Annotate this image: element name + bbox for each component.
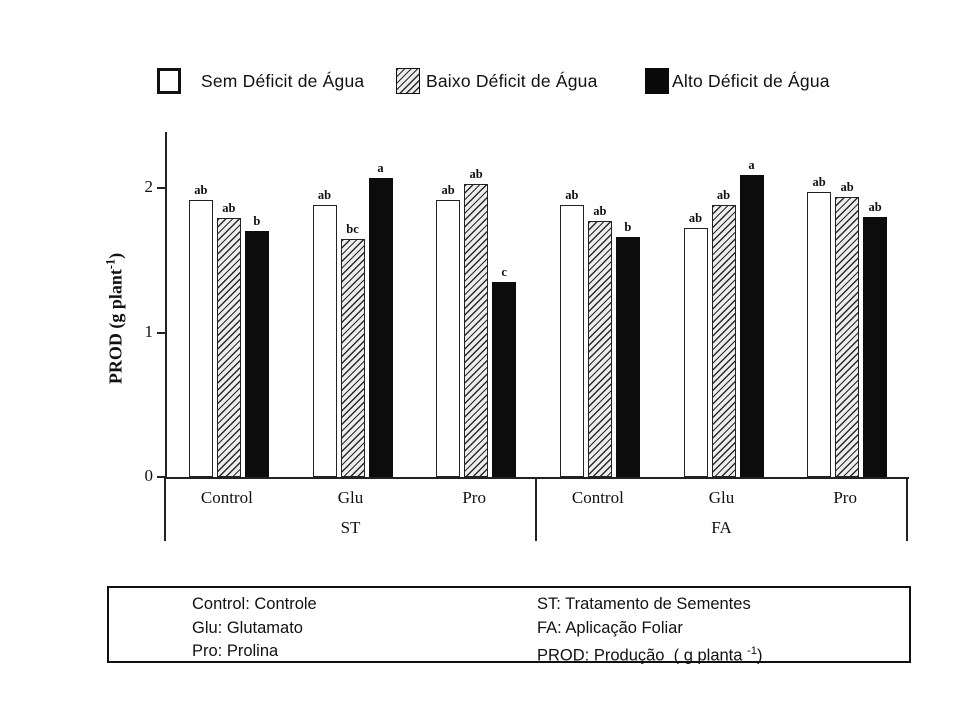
axis-divider [164, 477, 166, 541]
y-tick-label: 0 [144, 466, 154, 485]
bar-black: b [615, 220, 640, 477]
significance-letter: ab [469, 167, 483, 181]
significance-letter: b [253, 214, 261, 228]
bar-black: ab [863, 200, 888, 477]
footnote-prod-close: ) [757, 646, 763, 665]
significance-letter: ab [868, 200, 882, 214]
significance-letter: bc [346, 222, 359, 236]
category-label: Control [571, 488, 624, 507]
hatched-bar-swatch-icon [396, 68, 420, 94]
footnote-right-column: ST: Tratamento de Sementes FA: Aplicação… [537, 593, 763, 668]
bar-hatched: bc [340, 222, 365, 477]
y-axis-title-close: ) [105, 252, 126, 259]
footnote-line-glu: Glu: Glutamato [192, 618, 303, 637]
bar-hatched: ab [711, 188, 736, 477]
significance-letter: ab [222, 201, 236, 215]
category-label: Control [200, 488, 253, 507]
y-axis-title: PROD (g plant-1) [104, 234, 127, 404]
legend-label-high-deficit: Alto Déficit de Água [672, 70, 830, 91]
significance-letter: ab [812, 175, 826, 189]
x-axis-labels: ST Control Glu Pro FA Control Glu Pro [164, 477, 908, 543]
y-axis-title-superscript: -1 [103, 258, 118, 270]
bar-white: ab [436, 183, 461, 477]
footnote-left-column: Control: Controle Glu: Glutamato Pro: Pr… [192, 593, 317, 664]
significance-letter: ab [441, 183, 455, 197]
bar-hatched: ab [835, 180, 860, 477]
legend-label-low-deficit: Baixo Déficit de Água [426, 70, 598, 91]
bar-white: ab [188, 183, 213, 477]
white-bar-swatch-icon [157, 68, 181, 94]
significance-letter: ab [688, 211, 703, 225]
bar-black: a [739, 158, 764, 477]
footnote-line-prod: PROD: Produção ( g planta -1) [537, 640, 763, 668]
bar-black: a [368, 161, 393, 477]
plot-area: 0 1 2 ab ab b ab bc a ab ab c ab ab b ab ab a ab ab ab [145, 132, 909, 485]
bar-white: ab [312, 188, 337, 477]
black-bar-swatch-icon [645, 68, 669, 94]
footnote-prod-text: PROD: Produção ( g planta [537, 646, 748, 665]
bar-hatched: ab [587, 204, 612, 477]
panel-label: ST [340, 518, 361, 537]
y-tick-mark [157, 331, 165, 334]
bar-hatched: ab [216, 201, 241, 477]
significance-letter: c [501, 265, 507, 279]
legend-label-no-deficit: Sem Déficit de Água [201, 70, 365, 91]
bar-black: c [492, 265, 517, 477]
significance-letter: a [748, 158, 755, 172]
category-label: Glu [337, 488, 364, 507]
axis-divider [906, 477, 908, 541]
significance-letter: b [624, 220, 632, 234]
bar-white: ab [807, 175, 832, 477]
bar-white: ab [559, 188, 584, 477]
significance-letter: ab [593, 204, 607, 218]
y-tick-label: 1 [144, 321, 154, 341]
significance-letter: a [377, 161, 384, 175]
legend-item-no-deficit: Sem Déficit de Água [157, 68, 364, 94]
y-tick-mark [157, 187, 165, 189]
category-label: Glu [708, 488, 735, 507]
footnote-prod-superscript: -1 [747, 645, 758, 657]
y-tick-mark [157, 476, 165, 478]
category-label: Pro [462, 488, 486, 507]
footnote-box: Control: Controle Glu: Glutamato Pro: Pr… [107, 586, 911, 665]
significance-letter: ab [840, 180, 854, 194]
bar-white: ab [683, 211, 708, 477]
significance-letter: ab [194, 183, 208, 197]
category-label: Pro [833, 488, 857, 507]
legend-item-low-deficit: Baixo Déficit de Água [396, 68, 598, 94]
y-tick-label: 2 [144, 177, 154, 196]
footnote-line-fa: FA: Aplicação Foliar [537, 618, 683, 637]
significance-letter: ab [716, 188, 731, 202]
bar-hatched: ab [464, 167, 489, 477]
footnote-line-st: ST: Tratamento de Sementes [537, 595, 751, 613]
significance-letter: ab [565, 188, 579, 202]
panel-label: FA [711, 518, 732, 537]
footnote-line-control: Control: Controle [192, 595, 317, 613]
legend-item-high-deficit: Alto Déficit de Água [645, 68, 830, 94]
axis-divider [535, 477, 537, 541]
significance-letter: ab [317, 188, 332, 202]
bar-black: b [244, 214, 269, 477]
footnote-line-pro: Pro: Prolina [192, 642, 279, 660]
